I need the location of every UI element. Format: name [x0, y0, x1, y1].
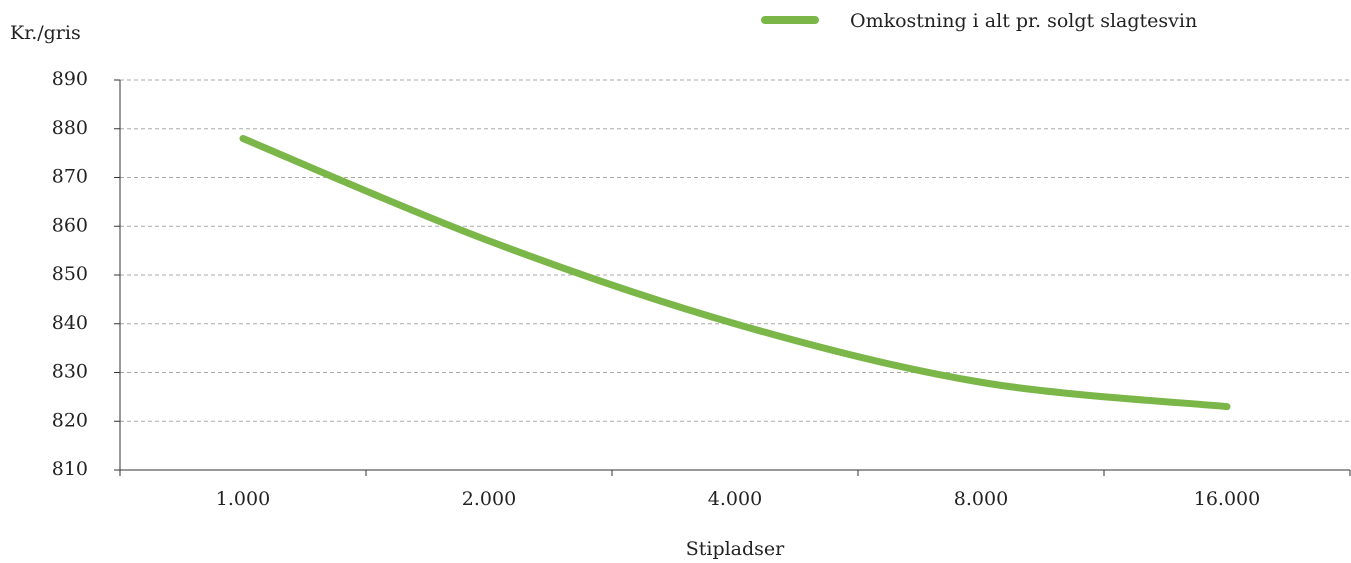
line	[239, 135, 1231, 411]
y-tick-label: 870	[52, 166, 88, 188]
y-tick-label: 830	[52, 361, 88, 383]
x-tick-label: 2.000	[462, 488, 516, 510]
x-axis-label: Stipladser	[686, 538, 785, 560]
y-tick-label: 820	[52, 409, 88, 431]
y-tick-label: 880	[52, 117, 88, 139]
legend-label: Omkostning i alt pr. solgt slagtesvin	[850, 10, 1197, 32]
y-tick-label: 810	[52, 458, 88, 480]
x-tick-label: 4.000	[708, 488, 762, 510]
y-axis-label: Kr./gris	[10, 22, 81, 44]
y-tick-label: 860	[52, 214, 88, 236]
x-tick-label: 1.000	[216, 488, 270, 510]
y-tick-label: 890	[52, 68, 88, 90]
x-tick-label: 16.000	[1194, 488, 1260, 510]
x-tick-label: 8.000	[954, 488, 1008, 510]
y-tick-label: 840	[52, 312, 88, 334]
y-tick-label: 850	[52, 263, 88, 285]
